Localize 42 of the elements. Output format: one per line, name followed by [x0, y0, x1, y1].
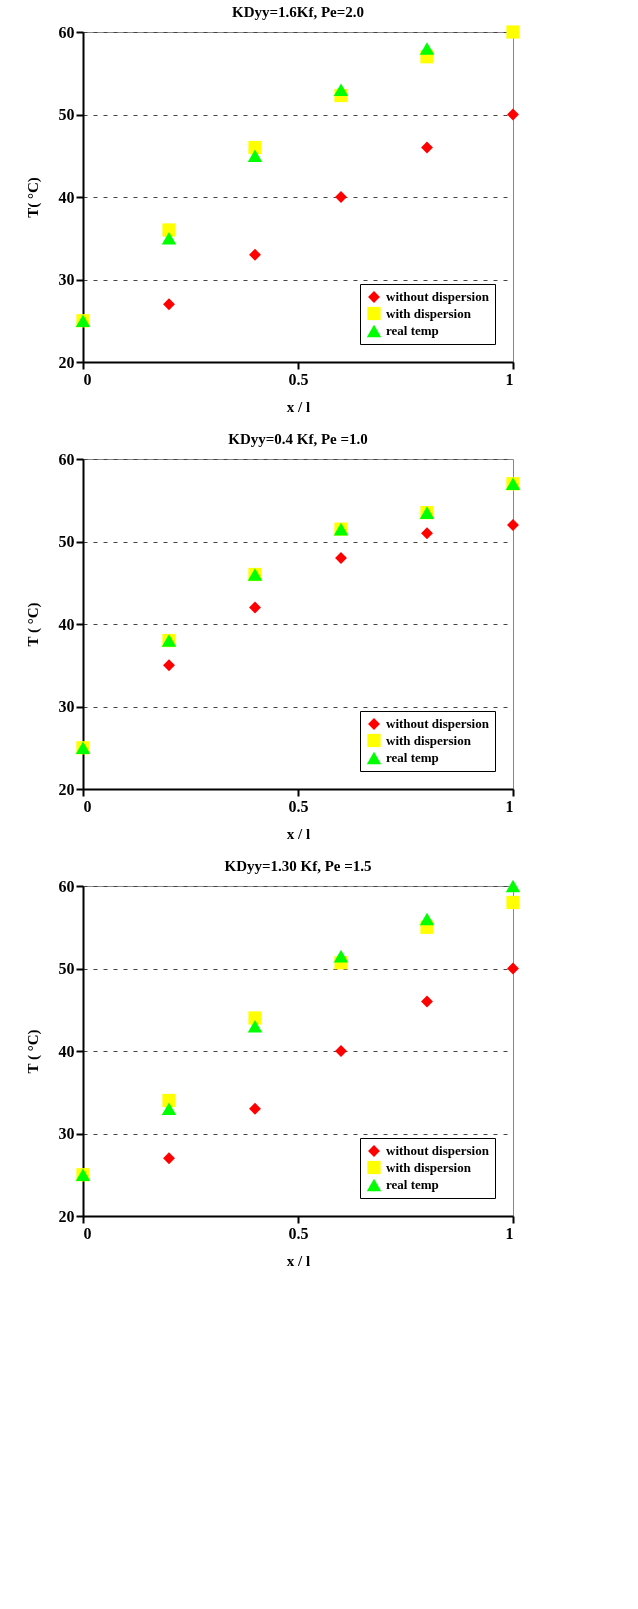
y-tick-label: 60	[58, 877, 75, 895]
legend-label: real temp	[386, 323, 439, 338]
y-tick-label: 50	[58, 106, 75, 123]
legend-label: with dispersion	[386, 732, 472, 748]
y-tick-label: 50	[58, 960, 75, 977]
y-tick-label: 50	[58, 533, 75, 550]
legend-label: with dispersion	[386, 305, 472, 321]
legend-label: real temp	[386, 1177, 439, 1192]
y-tick-label: 40	[58, 1042, 75, 1060]
chart-title: KDyy=1.30 Kf, Pe =1.5	[224, 858, 372, 874]
legend-label: with dispersion	[386, 1159, 472, 1175]
legend-label: real temp	[386, 750, 439, 765]
x-axis-title: x / l	[286, 398, 311, 415]
x-tick-label: 0.5	[288, 1224, 309, 1242]
x-tick-label: 0	[83, 797, 92, 815]
y-tick-label: 60	[58, 450, 75, 468]
chart-title: KDyy=0.4 Kf, Pe =1.0	[228, 431, 368, 447]
x-tick-label: 0.5	[288, 797, 309, 815]
y-axis-title: T ( °C)	[24, 602, 42, 647]
x-axis-title: x / l	[286, 1252, 311, 1269]
y-tick-label: 20	[58, 780, 75, 798]
chart-title: KDyy=1.6Kf, Pe=2.0	[231, 4, 365, 20]
y-tick-label: 30	[58, 698, 75, 715]
y-tick-label: 20	[58, 353, 75, 371]
y-axis-title: T ( °C)	[24, 1029, 42, 1074]
x-tick-label: 1	[505, 370, 514, 388]
legend-label: without dispersion	[386, 1143, 490, 1158]
legend-label: without dispersion	[386, 289, 490, 304]
y-tick-label: 30	[58, 271, 75, 288]
legend-label: without dispersion	[386, 716, 490, 731]
x-tick-label: 0	[83, 1224, 92, 1242]
y-tick-label: 60	[58, 23, 75, 41]
x-axis-title: x / l	[286, 825, 311, 842]
y-tick-label: 30	[58, 1125, 75, 1142]
y-tick-label: 20	[58, 1207, 75, 1225]
y-tick-label: 40	[58, 188, 75, 206]
y-tick-label: 40	[58, 615, 75, 633]
x-tick-label: 1	[505, 797, 514, 815]
x-tick-label: 1	[505, 1224, 514, 1242]
y-axis-title: T( °C)	[24, 177, 42, 218]
x-tick-label: 0	[83, 370, 92, 388]
x-tick-label: 0.5	[288, 370, 309, 388]
